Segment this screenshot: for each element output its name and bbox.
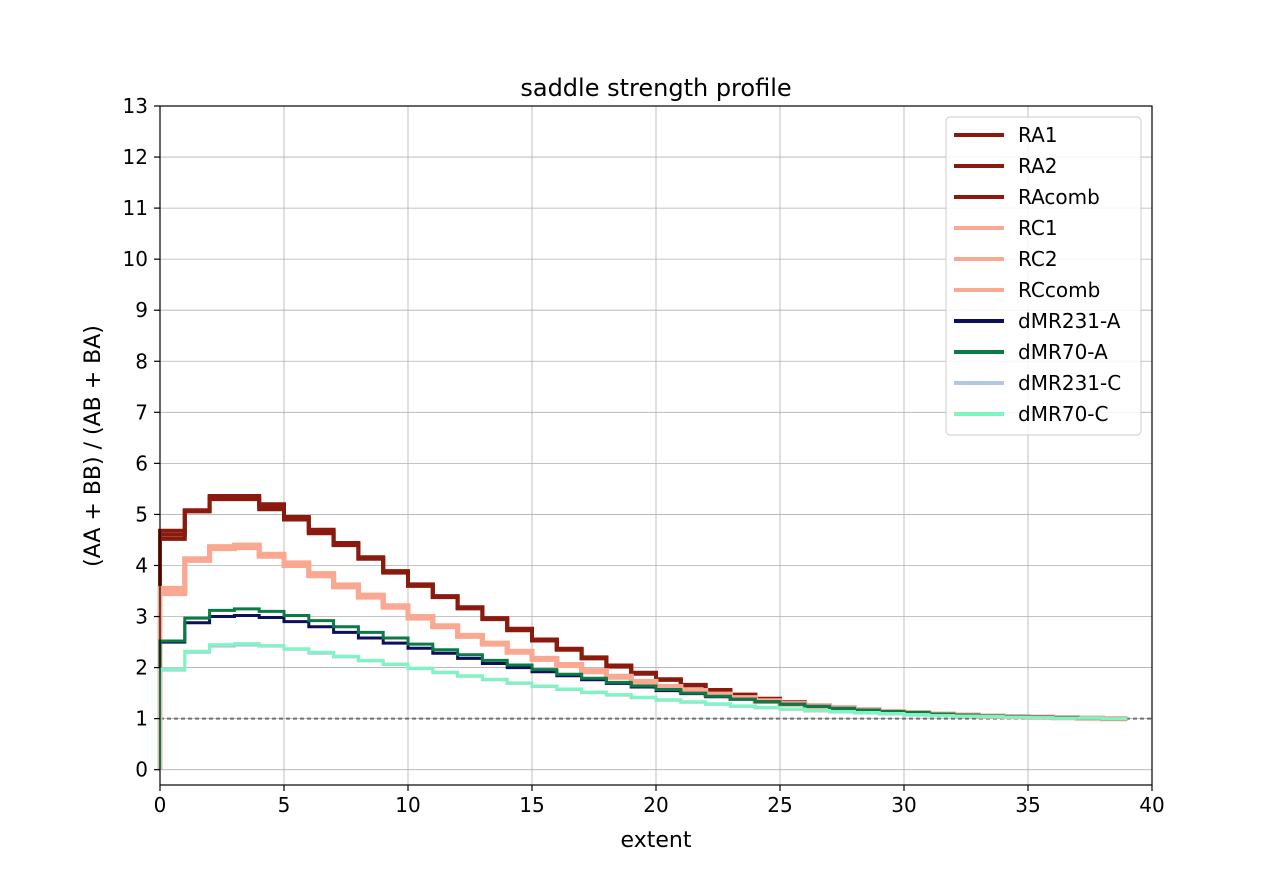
legend: RA1 RA2 RAcomb RC1 RC2 RCcomb dMR231-A dMR70-A d…	[945, 116, 1142, 436]
legend-label: dMR231-C	[1018, 371, 1121, 395]
legend-label: RAcomb	[1018, 185, 1100, 209]
legend-label: dMR70-C	[1018, 402, 1108, 426]
x-tick-label: 30	[891, 793, 916, 817]
x-tick-label: 5	[278, 793, 291, 817]
legend-label: RA1	[1018, 123, 1058, 147]
y-tick-label: 8	[135, 349, 148, 373]
y-tick-label: 7	[135, 400, 148, 424]
series-line-dmr231-c	[158, 643, 1128, 770]
legend-label: RC1	[1018, 216, 1058, 240]
y-tick-label: 10	[123, 247, 148, 271]
legend-label: dMR70-A	[1018, 340, 1108, 364]
y-tick-label: 2	[135, 656, 148, 680]
series-line-dmr70-c	[158, 642, 1128, 770]
x-tick-label: 0	[154, 793, 167, 817]
x-axis-title: extent	[621, 828, 692, 853]
y-tick-label: 11	[123, 196, 148, 220]
series-line-dmr70-a	[158, 607, 1128, 770]
legend-label: RC2	[1018, 247, 1058, 271]
series-group	[157, 494, 1128, 770]
y-tick-label: 1	[135, 707, 148, 731]
x-tick-label: 20	[643, 793, 668, 817]
x-tick-label: 10	[395, 793, 420, 817]
y-tick-label: 13	[123, 94, 148, 118]
x-tick-label: 35	[1015, 793, 1040, 817]
legend-label: RA2	[1018, 154, 1058, 178]
series-line-ra2	[158, 494, 1128, 770]
y-axis-title: (AA + BB) / (AB + BA)	[81, 325, 106, 567]
y-tick-label: 6	[135, 451, 148, 475]
series-line-rc1	[157, 545, 1128, 770]
x-tick-label: 25	[767, 793, 792, 817]
y-tick-label: 4	[135, 553, 148, 577]
x-tick-label: 40	[1139, 793, 1164, 817]
y-tick-label: 5	[135, 502, 148, 526]
y-tick-label: 3	[135, 605, 148, 629]
y-tick-label: 9	[135, 298, 148, 322]
series-line-ra1	[158, 497, 1128, 770]
legend-label: RCcomb	[1018, 278, 1100, 302]
y-tick-label: 0	[135, 758, 148, 782]
series-line-rccomb	[157, 544, 1128, 770]
series-line-rc2	[157, 542, 1128, 770]
series-line-racomb	[158, 495, 1128, 770]
series-line-dmr231-a	[158, 614, 1128, 770]
legend-label: dMR231-A	[1018, 309, 1121, 333]
y-tick-label: 12	[123, 145, 148, 169]
x-tick-label: 15	[519, 793, 544, 817]
chart-title: saddle strength profile	[520, 74, 791, 102]
